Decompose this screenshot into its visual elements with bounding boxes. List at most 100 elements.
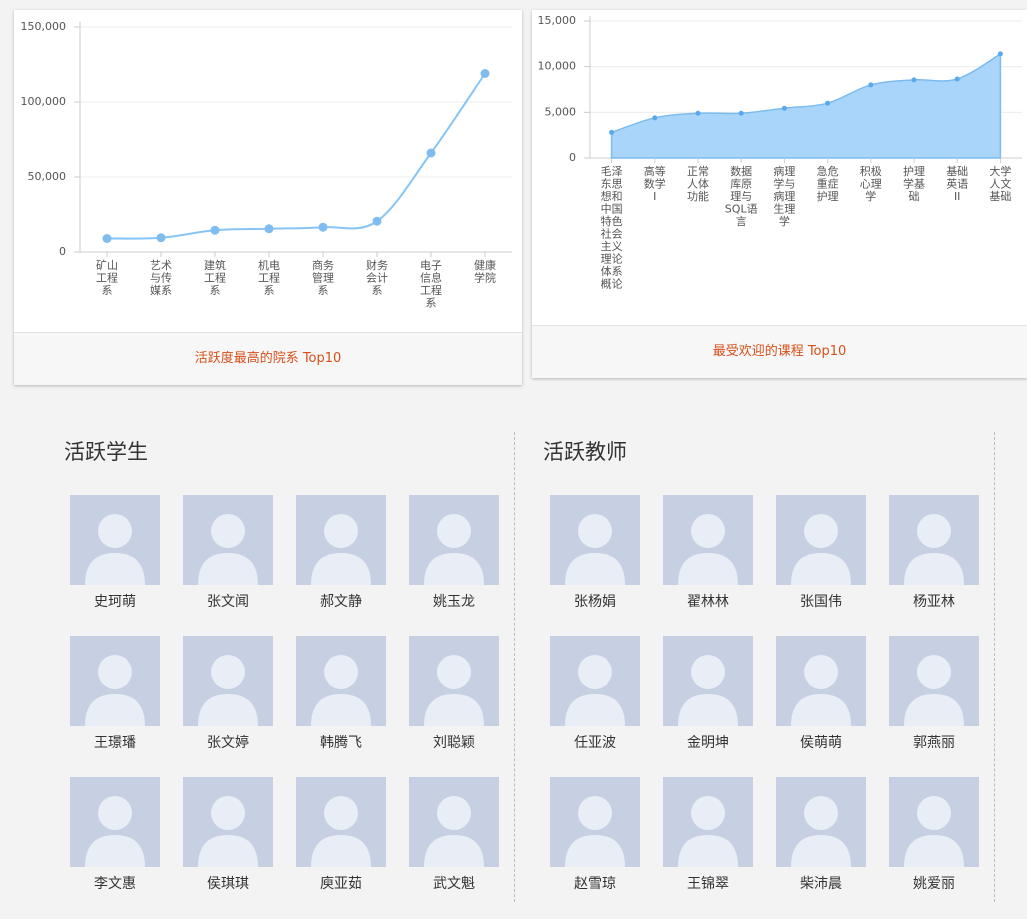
point [868, 82, 873, 87]
charts: 050,000100,000150,000矿山工程系艺术与传媒系建筑工程系机电工… [0, 0, 1027, 400]
y-tick-label: 15,000 [538, 14, 577, 27]
person[interactable]: 任亚波 [550, 636, 640, 752]
person-name: 庾亚茹 [296, 873, 386, 893]
x-tick-label: 毛泽东思想和中国特色社会主义理论体系概论 [601, 165, 623, 291]
person-name: 柴沛晨 [776, 873, 866, 893]
person[interactable]: 姚爱丽 [889, 777, 979, 893]
section-title: 活跃教师 [543, 436, 627, 466]
person-name: 侯萌萌 [776, 732, 866, 752]
person[interactable]: 侯萌萌 [776, 636, 866, 752]
y-tick-label: 0 [569, 151, 576, 164]
point [609, 130, 614, 135]
person[interactable]: 柴沛晨 [776, 777, 866, 893]
person[interactable]: 王锦翠 [663, 777, 753, 893]
x-tick-label: 急危重症护理 [817, 164, 839, 203]
person-name: 金明坤 [663, 732, 753, 752]
avatar [183, 636, 273, 726]
person-name: 杨亚林 [889, 591, 979, 611]
section-title: 活跃学生 [64, 436, 148, 466]
avatar [550, 495, 640, 585]
person-name: 赵雪琼 [550, 873, 640, 893]
person[interactable]: 张国伟 [776, 495, 866, 611]
y-tick-label: 150,000 [21, 20, 67, 33]
avatar [409, 495, 499, 585]
avatar [183, 777, 273, 867]
y-tick-label: 50,000 [28, 170, 67, 183]
y-tick-label: 0 [59, 245, 66, 258]
avatar [776, 636, 866, 726]
x-tick-label: 积极心理学 [860, 164, 882, 203]
person[interactable]: 刘聪颖 [409, 636, 499, 752]
person[interactable]: 李文惠 [70, 777, 160, 893]
person-name: 刘聪颖 [409, 732, 499, 752]
avatar [183, 495, 273, 585]
person[interactable]: 庾亚茹 [296, 777, 386, 893]
x-tick-label: 电子信息工程系 [420, 259, 442, 310]
person-name: 翟林林 [663, 591, 753, 611]
point [739, 111, 744, 116]
person[interactable]: 张文闻 [183, 495, 273, 611]
person[interactable]: 史珂萌 [70, 495, 160, 611]
person[interactable]: 张杨娟 [550, 495, 640, 611]
y-tick-label: 100,000 [21, 95, 67, 108]
x-tick-label: 正常人体功能 [687, 165, 709, 203]
person[interactable]: 韩腾飞 [296, 636, 386, 752]
area [612, 54, 1001, 158]
person-name: 王璟璠 [70, 732, 160, 752]
x-tick-label: 病理学与病理生理学 [773, 164, 795, 228]
person[interactable]: 武文魁 [409, 777, 499, 893]
x-tick-label: 财务会计系 [366, 258, 388, 297]
y-tick-label: 5,000 [545, 105, 577, 118]
divider [994, 432, 995, 902]
point [265, 224, 274, 233]
person-name: 郝文静 [296, 591, 386, 611]
avatar [409, 777, 499, 867]
divider [514, 432, 515, 902]
point [103, 234, 112, 243]
person[interactable]: 赵雪琼 [550, 777, 640, 893]
person[interactable]: 侯琪琪 [183, 777, 273, 893]
person[interactable]: 杨亚林 [889, 495, 979, 611]
page: 活跃度最高的院系 Top10 最受欢迎的课程 Top10 050,000100,… [0, 0, 1027, 919]
avatar [663, 495, 753, 585]
avatar [550, 636, 640, 726]
person-name: 张文婷 [183, 732, 273, 752]
person-name: 姚爱丽 [889, 873, 979, 893]
point [652, 115, 657, 120]
avatar [889, 777, 979, 867]
avatar [70, 777, 160, 867]
person[interactable]: 翟林林 [663, 495, 753, 611]
person-name: 郭燕丽 [889, 732, 979, 752]
point [696, 111, 701, 116]
person[interactable]: 张文婷 [183, 636, 273, 752]
avatar [550, 777, 640, 867]
avatar [776, 777, 866, 867]
x-tick-label: 商务管理系 [312, 258, 334, 297]
point [211, 226, 220, 235]
person-name: 武文魁 [409, 873, 499, 893]
person-name: 张文闻 [183, 591, 273, 611]
x-tick-label: 护理学基础 [903, 164, 925, 203]
x-tick-label: 机电工程系 [258, 258, 280, 297]
person-name: 张国伟 [776, 591, 866, 611]
x-tick-label: 艺术与传媒系 [150, 259, 172, 297]
person-name: 韩腾飞 [296, 732, 386, 752]
person[interactable]: 郭燕丽 [889, 636, 979, 752]
point [427, 149, 436, 158]
person-name: 张杨娟 [550, 591, 640, 611]
person-name: 姚玉龙 [409, 591, 499, 611]
point [481, 69, 490, 78]
person[interactable]: 王璟璠 [70, 636, 160, 752]
point [157, 233, 166, 242]
person[interactable]: 姚玉龙 [409, 495, 499, 611]
avatar [663, 777, 753, 867]
avatar [776, 495, 866, 585]
person[interactable]: 郝文静 [296, 495, 386, 611]
x-tick-label: 矿山工程系 [96, 259, 118, 297]
person[interactable]: 金明坤 [663, 636, 753, 752]
point [998, 51, 1003, 56]
avatar [409, 636, 499, 726]
person-name: 侯琪琪 [183, 873, 273, 893]
